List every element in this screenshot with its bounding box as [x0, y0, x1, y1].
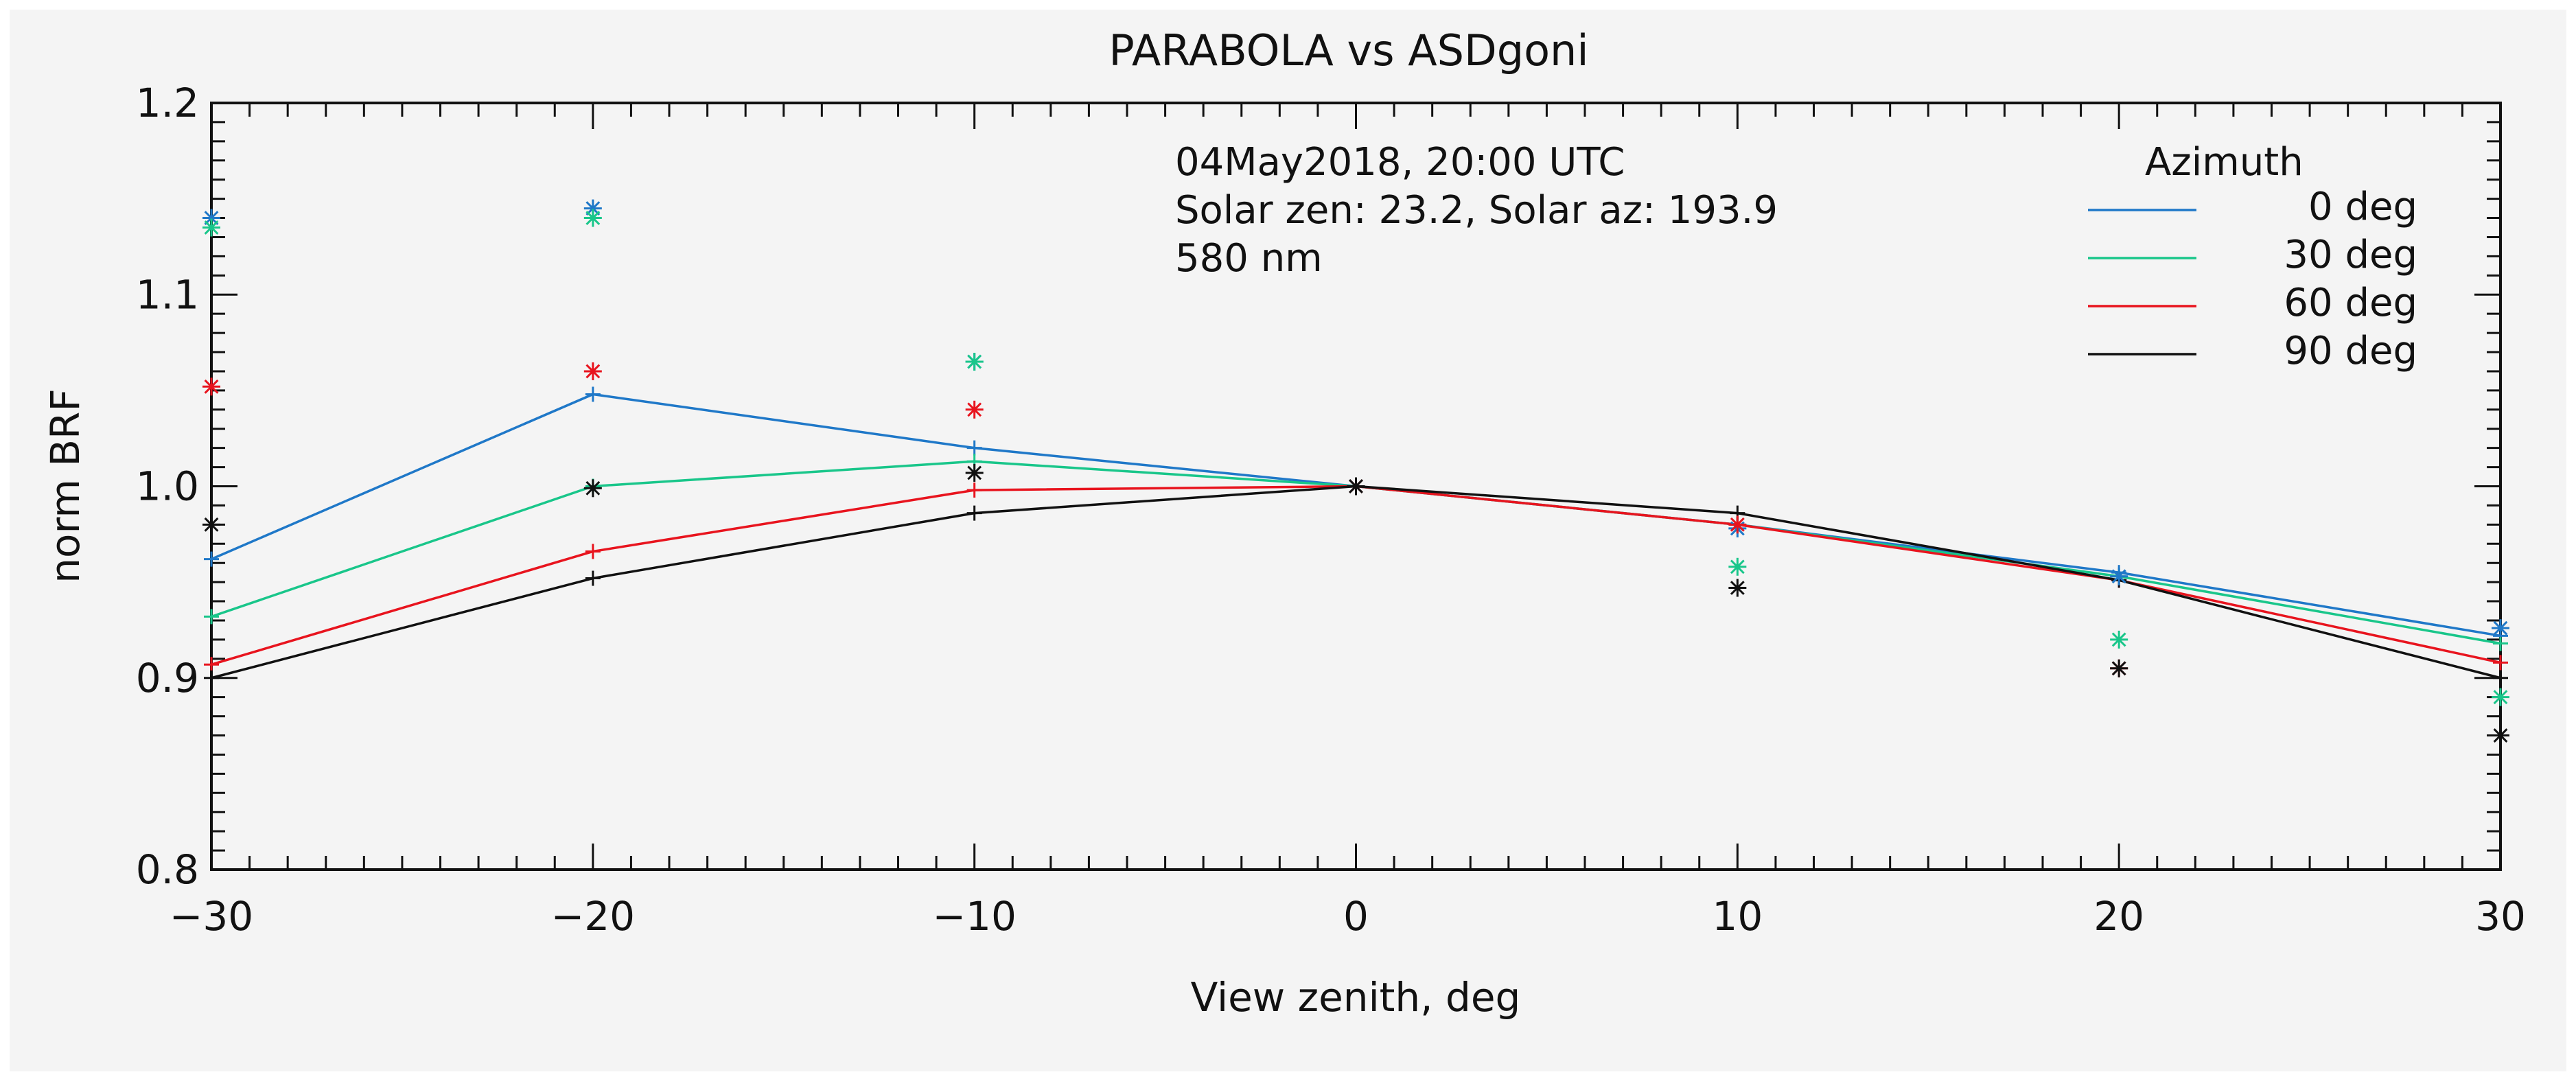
measured-point: [965, 352, 984, 371]
measured-point: [202, 377, 220, 396]
series-points: [202, 199, 2509, 745]
y-tick-labels: 0.8 0.9 1.0 1.1 1.2: [136, 80, 199, 893]
series-line-marker: [204, 670, 219, 686]
series-line-marker: [204, 551, 219, 567]
series-line-marker: [585, 570, 601, 586]
measured-point: [1728, 557, 1747, 576]
x-tick-label: −10: [932, 893, 1016, 940]
annotation-line-solar: Solar zen: 23.2, Solar az: 193.9: [1175, 188, 1778, 233]
x-axis-label: View zenith, deg: [1191, 974, 1521, 1021]
measured-point: [202, 218, 220, 237]
y-tick-label: 0.8: [136, 846, 199, 893]
measured-point: [2110, 659, 2128, 677]
series-line-marker: [2493, 636, 2508, 651]
series-line-60-deg: [211, 485, 2501, 666]
series-line-marker: [2493, 670, 2508, 686]
annotation: 04May2018, 20:00 UTC Solar zen: 23.2, So…: [1175, 140, 1778, 281]
annotation-line-date: 04May2018, 20:00 UTC: [1175, 140, 1625, 185]
chart-title: PARABOLA vs ASDgoni: [1109, 25, 1588, 75]
measured-point: [965, 463, 984, 482]
y-minor-ticks: [211, 102, 2500, 871]
measured-point: [1728, 515, 1747, 534]
legend-label: 90 deg: [2284, 329, 2417, 373]
series-line-marker: [966, 505, 982, 521]
series-line-marker: [585, 544, 601, 559]
series-line-marker: [2493, 655, 2508, 671]
series-lines: [204, 386, 2508, 686]
measured-point: [2492, 619, 2509, 638]
series-line-marker: [966, 440, 982, 456]
measured-point: [1728, 579, 1747, 597]
x-tick-label: −30: [170, 893, 253, 940]
legend-title: Azimuth: [2145, 140, 2304, 185]
x-minor-ticks: [210, 103, 2502, 870]
y-tick-label: 0.9: [136, 655, 199, 701]
legend-label: 0 deg: [2308, 185, 2417, 229]
y-axis-label: norm BRF: [42, 388, 89, 583]
y-tick-label: 1.1: [136, 271, 199, 318]
x-tick-label: 0: [1343, 893, 1369, 940]
series-line-marker: [204, 609, 219, 625]
measured-point: [202, 515, 220, 534]
series-line-marker: [966, 483, 982, 498]
measured-point: [2492, 726, 2509, 745]
measured-point: [583, 362, 602, 380]
legend-label: 60 deg: [2284, 281, 2417, 325]
legend-label: 30 deg: [2284, 233, 2417, 277]
measured-point: [2492, 688, 2509, 706]
x-tick-label: 30: [2475, 893, 2526, 940]
y-tick-label: 1.2: [136, 80, 199, 126]
series-line-marker: [585, 386, 601, 402]
x-tick-label: −20: [551, 893, 635, 940]
measured-point: [583, 209, 602, 227]
measured-point: [2110, 567, 2128, 585]
measured-point: [1347, 477, 1365, 496]
measured-point: [965, 400, 984, 419]
annotation-line-wavelength: 580 nm: [1175, 236, 1323, 281]
measured-point: [2110, 630, 2128, 649]
y-tick-label: 1.0: [136, 463, 199, 510]
x-tick-label: 10: [1712, 893, 1763, 940]
x-tick-labels: −30 −20 −10 0 10 20 30: [170, 893, 2526, 940]
series-line-0-deg: [211, 393, 2501, 638]
measured-point: [583, 479, 602, 498]
series-line-marker: [204, 657, 219, 673]
x-tick-label: 20: [2093, 893, 2144, 940]
